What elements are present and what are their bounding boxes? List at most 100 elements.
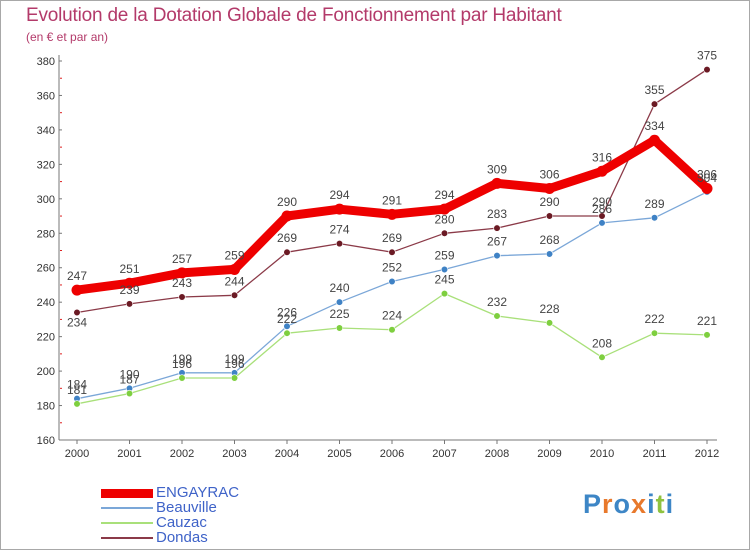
y-tick-label: 380: [37, 56, 55, 68]
data-label-engayrac: 334: [644, 119, 664, 133]
chart-subtitle: (en € et par an): [26, 30, 109, 44]
data-label-cauzac: 208: [592, 336, 612, 350]
legend-label: Cauzac: [156, 514, 207, 531]
data-label-engayrac: 259: [224, 248, 244, 262]
data-point-cauzac: [125, 389, 134, 398]
logo-letter: P: [583, 489, 603, 519]
x-tick-label: 2004: [275, 448, 299, 460]
data-label-beauville: 268: [539, 233, 559, 247]
data-label-beauville: 226: [277, 305, 297, 319]
data-point-cauzac: [230, 374, 239, 382]
data-point-cauzac: [493, 312, 501, 320]
legend-item-beauville: Beauville: [101, 499, 361, 516]
legend-item-engayrac: ENGAYRAC: [101, 484, 361, 501]
data-point-cauzac: [440, 289, 449, 298]
data-point-cauzac: [388, 326, 396, 334]
data-point-dondas: [493, 224, 501, 232]
x-tick-label: 2008: [485, 448, 509, 460]
data-label-engayrac: 294: [434, 188, 454, 202]
data-point-dondas: [230, 291, 239, 299]
data-label-cauzac: 196: [224, 357, 244, 371]
data-point-engayrac: [71, 284, 83, 296]
data-point-engayrac: [334, 203, 345, 215]
y-tick-label: 160: [37, 435, 55, 447]
data-point-dondas: [388, 248, 396, 256]
data-label-engayrac: 251: [119, 262, 139, 276]
data-label-engayrac: 306: [697, 167, 717, 181]
data-point-engayrac: [281, 210, 293, 222]
legend-swatch: [101, 488, 153, 498]
data-point-beauville: [440, 265, 449, 274]
data-label-beauville: 267: [487, 235, 507, 249]
data-label-beauville: 240: [329, 281, 349, 295]
data-label-cauzac: 222: [644, 312, 664, 326]
y-tick-label: 220: [37, 332, 55, 344]
data-point-cauzac: [283, 329, 291, 337]
data-label-beauville: 259: [434, 248, 454, 262]
logo-letter: i: [647, 489, 656, 519]
logo-letter: x: [631, 489, 648, 519]
data-label-engayrac: 294: [329, 188, 349, 202]
y-tick-label: 320: [37, 159, 55, 171]
logo-letter: t: [655, 489, 666, 519]
data-point-dondas: [703, 66, 711, 74]
data-label-dondas: 355: [644, 83, 664, 97]
y-tick-label: 180: [37, 401, 55, 413]
data-label-cauzac: 245: [434, 273, 454, 287]
data-point-beauville: [545, 250, 554, 258]
data-point-dondas: [125, 300, 134, 308]
data-label-cauzac: 187: [119, 372, 139, 386]
data-label-engayrac: 290: [277, 195, 297, 209]
data-label-cauzac: 228: [539, 302, 559, 316]
legend: ENGAYRAC Beauville Cauzac Dondas: [101, 484, 361, 546]
data-label-dondas: 244: [224, 274, 244, 288]
y-tick-label: 200: [37, 366, 55, 378]
data-point-engayrac: [386, 208, 398, 220]
data-point-dondas: [178, 293, 186, 301]
chart-title: Evolution de la Dotation Globale de Fonc…: [26, 5, 562, 26]
data-point-engayrac: [701, 182, 713, 194]
x-tick-label: 2002: [170, 448, 194, 460]
data-point-cauzac: [73, 400, 81, 408]
data-label-cauzac: 224: [382, 309, 402, 323]
data-point-engayrac: [439, 203, 450, 215]
data-point-engayrac: [229, 263, 240, 275]
legend-swatch: [101, 522, 153, 524]
legend-item-cauzac: Cauzac: [101, 514, 361, 531]
y-tick-label: 280: [37, 228, 55, 240]
data-point-engayrac: [176, 267, 188, 279]
data-label-dondas: 243: [172, 276, 192, 290]
data-label-engayrac: 257: [172, 252, 192, 266]
data-point-dondas: [440, 229, 449, 237]
data-label-cauzac: 221: [697, 314, 717, 328]
data-label-dondas: 290: [592, 195, 612, 209]
proxiti-logo: Proxiti: [583, 489, 674, 520]
data-label-cauzac: 181: [67, 383, 87, 397]
y-tick-label: 300: [37, 194, 55, 206]
x-tick-label: 2006: [380, 448, 404, 460]
x-tick-label: 2012: [695, 448, 719, 460]
data-point-engayrac: [124, 277, 135, 289]
logo-letter: i: [665, 489, 675, 519]
data-point-dondas: [545, 212, 554, 220]
legend-label: Dondas: [156, 529, 208, 546]
data-point-cauzac: [598, 353, 606, 361]
data-label-beauville: 286: [592, 202, 612, 216]
data-label-engayrac: 291: [382, 193, 402, 207]
data-label-engayrac: 316: [592, 150, 612, 164]
data-label-dondas: 280: [434, 212, 454, 226]
data-point-engayrac: [491, 177, 503, 189]
data-label-beauville: 199: [172, 352, 192, 366]
y-tick-label: 260: [37, 263, 55, 275]
x-tick-label: 2000: [65, 448, 89, 460]
data-point-engayrac: [649, 134, 660, 146]
data-label-dondas: 274: [329, 223, 349, 237]
data-point-beauville: [388, 277, 396, 286]
data-label-dondas: 375: [697, 49, 717, 63]
data-point-beauville: [650, 214, 659, 222]
data-label-engayrac: 309: [487, 162, 507, 176]
legend-label: ENGAYRAC: [156, 484, 240, 501]
data-point-beauville: [493, 252, 501, 260]
data-label-beauville: 289: [644, 197, 664, 211]
